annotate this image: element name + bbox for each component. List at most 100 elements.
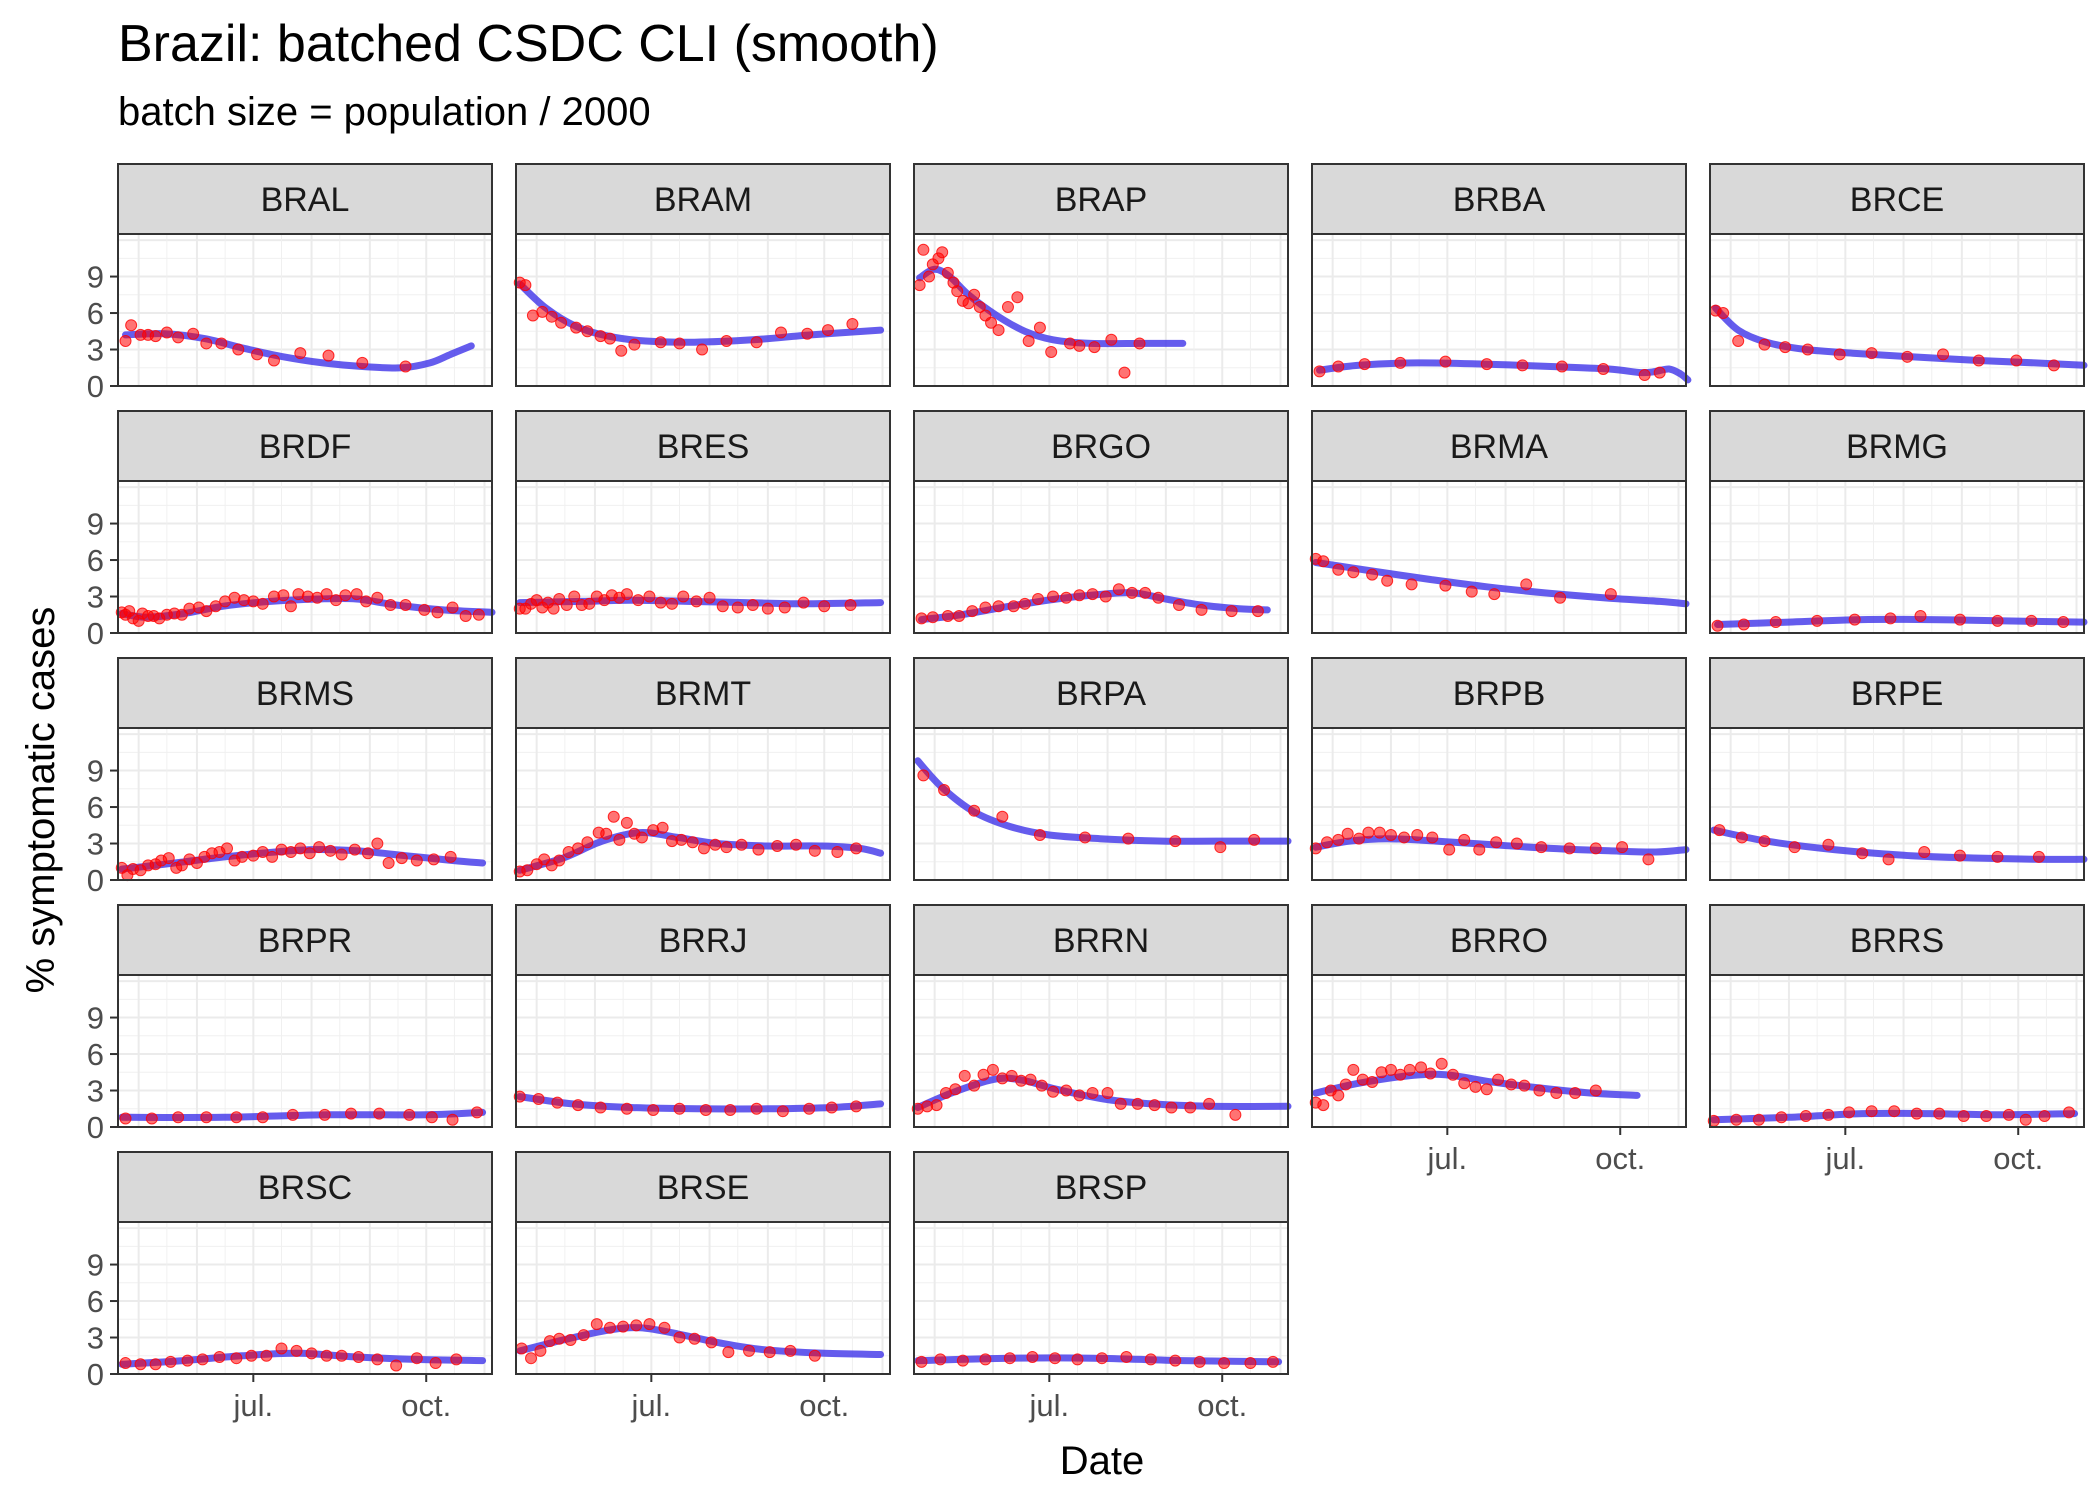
data-point <box>230 1352 243 1365</box>
facet-panel-brma: BRMA <box>1309 410 1690 634</box>
data-point <box>1169 1354 1182 1367</box>
data-point <box>1086 1086 1099 1099</box>
data-point <box>1026 1350 1039 1363</box>
data-point <box>1022 335 1035 348</box>
data-point <box>384 599 397 612</box>
chart-subtitle: batch size = population / 2000 <box>118 90 651 134</box>
data-point <box>564 1333 577 1346</box>
facet-strip <box>1311 163 1687 235</box>
data-point <box>677 590 690 603</box>
data-point <box>560 599 573 612</box>
panel-background <box>516 481 890 633</box>
data-point <box>797 596 810 609</box>
data-point <box>251 348 264 361</box>
data-point <box>181 1354 194 1367</box>
data-point <box>750 1102 763 1115</box>
y-tick-label: 0 <box>87 863 104 898</box>
data-point <box>371 837 384 850</box>
panel-background <box>1312 234 1686 386</box>
panel-border <box>1709 974 2085 1128</box>
data-point <box>594 1101 607 1114</box>
facet-strip-label: BRBA <box>1453 181 1546 219</box>
data-point <box>1373 826 1386 839</box>
facet-panel-brap: BRAP <box>913 163 1289 387</box>
x-tick-label: jul. <box>1028 1388 1069 1423</box>
data-point <box>303 847 316 860</box>
data-point <box>752 843 765 856</box>
panel-border <box>913 480 1289 634</box>
data-point <box>1035 1079 1048 1092</box>
data-point <box>968 288 981 301</box>
data-point <box>125 319 138 332</box>
panel-border <box>117 233 493 387</box>
data-point <box>1788 841 1801 854</box>
panel-border <box>515 1221 891 1375</box>
data-point <box>1366 1076 1379 1089</box>
data-point <box>735 838 748 851</box>
data-point <box>335 848 348 861</box>
data-point <box>361 847 374 860</box>
data-point <box>551 1096 564 1109</box>
panel-background <box>1710 975 2084 1127</box>
data-point <box>1007 600 1020 613</box>
data-point <box>1003 1352 1016 1365</box>
data-point <box>774 326 787 339</box>
data-point <box>1991 614 2004 627</box>
facet-strip <box>1311 904 1687 976</box>
data-point <box>339 589 352 602</box>
data-point <box>1752 1113 1765 1126</box>
data-point <box>371 1353 384 1366</box>
data-point <box>410 1352 423 1365</box>
data-point <box>1033 829 1046 842</box>
data-point <box>941 609 954 622</box>
data-point <box>941 266 954 279</box>
facet-strip <box>117 1151 493 1223</box>
data-point <box>673 1331 686 1344</box>
data-point <box>1332 833 1345 846</box>
data-point <box>418 603 431 616</box>
data-point <box>525 1352 538 1365</box>
data-point <box>446 1113 459 1126</box>
facet-strip-label: BRAM <box>654 181 752 219</box>
panel-border <box>117 974 493 1128</box>
data-point <box>172 331 185 344</box>
data-point <box>1779 341 1792 354</box>
data-point <box>399 599 412 612</box>
data-point <box>1822 1108 1835 1121</box>
data-point <box>119 1112 132 1125</box>
data-point <box>2032 850 2045 863</box>
x-tick-label: jul. <box>1426 1141 1467 1176</box>
data-point <box>1415 1061 1428 1074</box>
data-point <box>1184 1101 1197 1114</box>
panel-background <box>914 728 1288 880</box>
data-point <box>1801 343 1814 356</box>
data-point <box>1120 1350 1133 1363</box>
data-point <box>119 335 132 348</box>
data-point <box>2025 614 2038 627</box>
facet-strip-label: BRMG <box>1846 428 1948 466</box>
data-point <box>1095 1352 1108 1365</box>
panel-background <box>1312 975 1686 1127</box>
data-point <box>1122 832 1135 845</box>
panel-border <box>1311 974 1687 1128</box>
data-point <box>808 1349 821 1362</box>
data-point <box>1533 1084 1546 1097</box>
data-point <box>1347 566 1360 579</box>
data-point <box>395 852 408 865</box>
panel-background <box>914 234 1288 386</box>
data-point <box>581 836 594 849</box>
data-point <box>1769 616 1782 629</box>
data-point <box>1381 574 1394 587</box>
data-point <box>1073 339 1086 352</box>
data-point <box>1086 588 1099 601</box>
data-point <box>1152 591 1165 604</box>
data-point <box>1317 555 1330 568</box>
facet-strip-label: BRRS <box>1850 922 1944 960</box>
data-point <box>260 1349 273 1362</box>
data-point <box>1398 831 1411 844</box>
data-point <box>1713 824 1726 837</box>
y-axis-title: % symptomatic cases <box>19 607 63 994</box>
y-tick-label: 6 <box>87 296 104 331</box>
x-tick-label: oct. <box>401 1388 451 1423</box>
